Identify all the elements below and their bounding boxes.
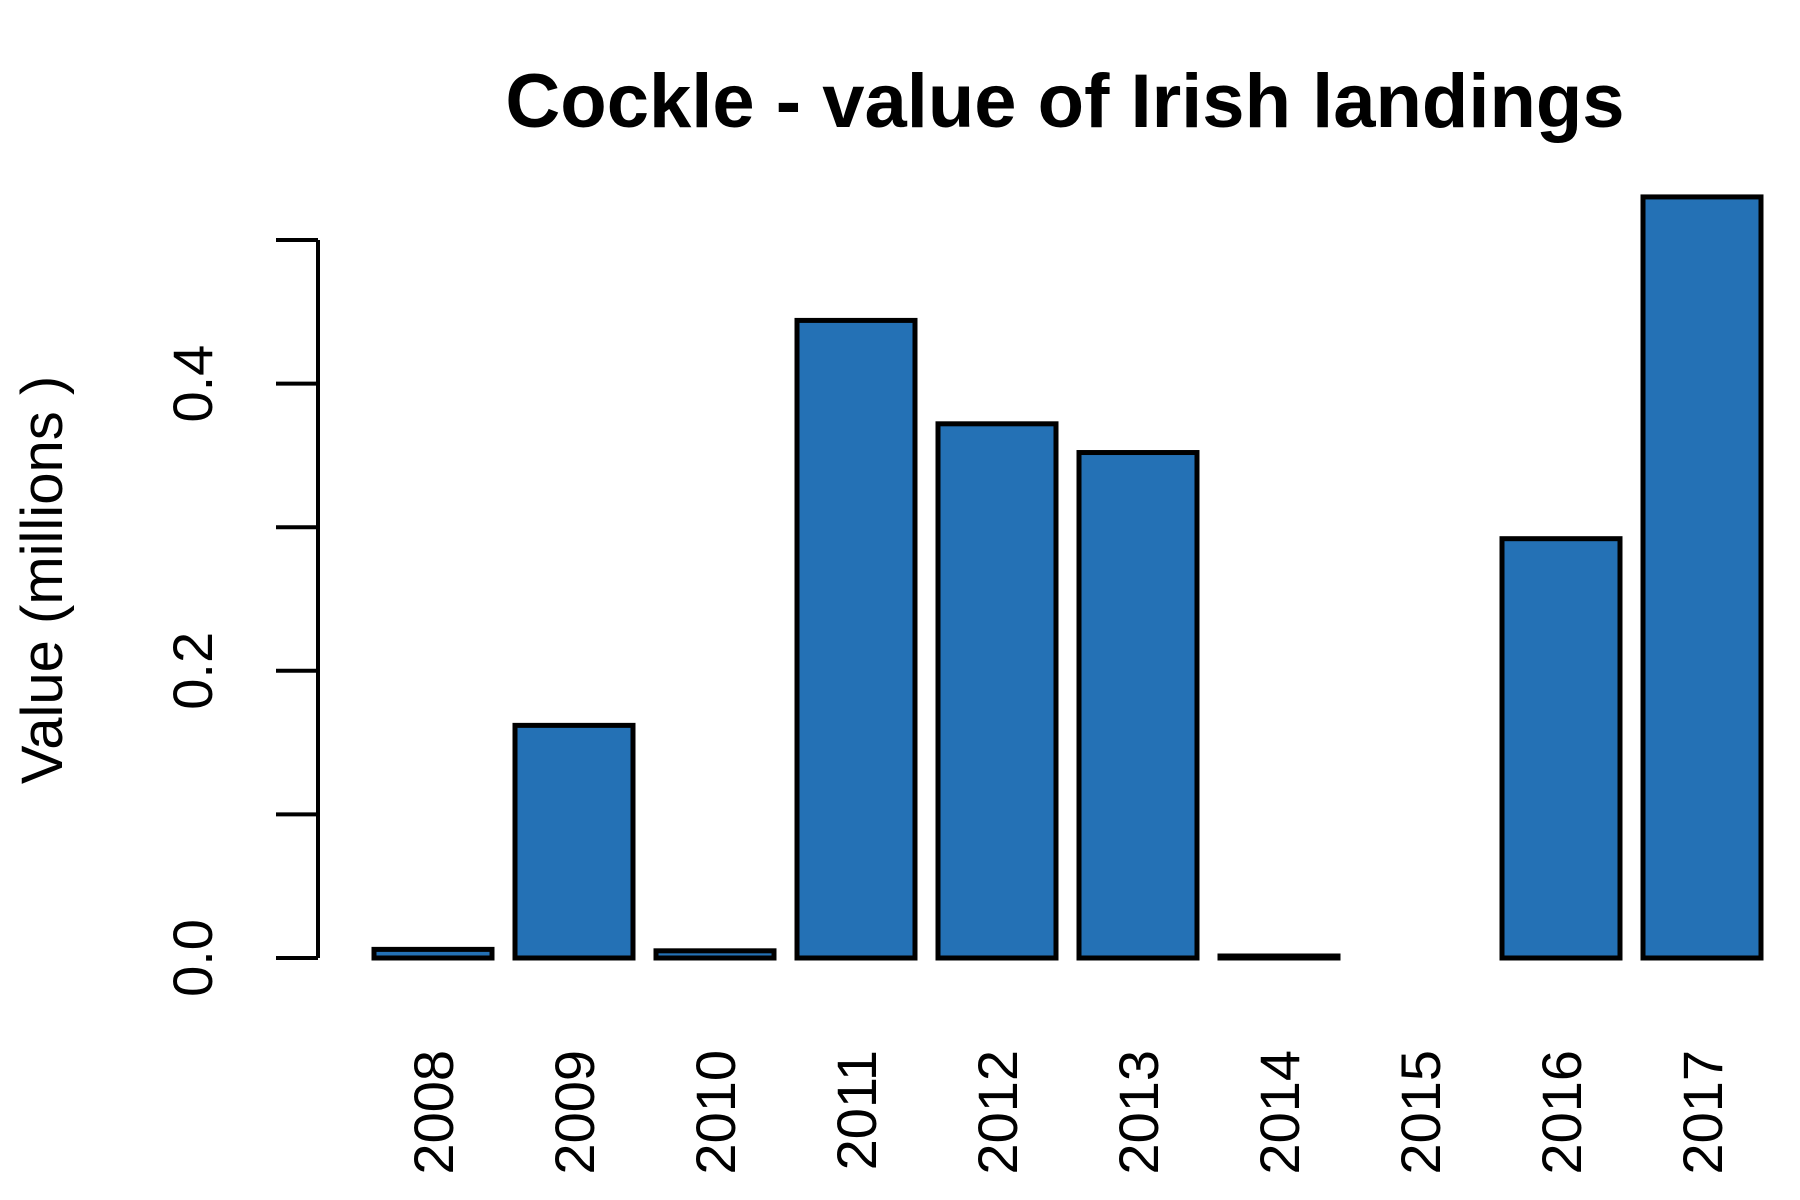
- y-tick-label: 0.4: [161, 345, 224, 423]
- x-tick-label-2009: 2009: [543, 1050, 606, 1175]
- x-tick-label-2008: 2008: [402, 1050, 465, 1175]
- y-axis-label: Value (millions ): [10, 376, 75, 784]
- bar-2017: [1640, 194, 1764, 961]
- x-axis-labels: 2008 2009 2010 2011 2012 2013 2014 2015 2016 2017: [402, 1050, 1734, 1175]
- bar-2012: [935, 421, 1059, 961]
- bar-2011: [794, 317, 918, 961]
- y-axis: 0.0 0.2 0.4: [161, 238, 320, 997]
- bar-2009: [512, 722, 636, 961]
- y-tick-label: 0.2: [161, 632, 224, 710]
- x-tick-label-2010: 2010: [684, 1050, 747, 1175]
- bar-2008: [371, 946, 495, 961]
- bar-2014: [1217, 953, 1341, 961]
- x-tick-label-2014: 2014: [1248, 1050, 1311, 1175]
- chart-title: Cockle - value of Irish landings: [505, 59, 1624, 144]
- bar-2016: [1499, 536, 1623, 961]
- x-tick-label-2017: 2017: [1671, 1050, 1734, 1175]
- x-tick-label-2013: 2013: [1107, 1050, 1170, 1175]
- x-tick-label-2015: 2015: [1389, 1050, 1452, 1175]
- x-tick-label-2016: 2016: [1530, 1050, 1593, 1175]
- bars: [371, 194, 1764, 961]
- x-tick-label-2011: 2011: [825, 1050, 888, 1170]
- bar-2010: [653, 948, 777, 961]
- y-tick-label: 0.0: [161, 919, 224, 997]
- bar-2013: [1076, 450, 1200, 961]
- x-tick-label-2012: 2012: [966, 1050, 1029, 1175]
